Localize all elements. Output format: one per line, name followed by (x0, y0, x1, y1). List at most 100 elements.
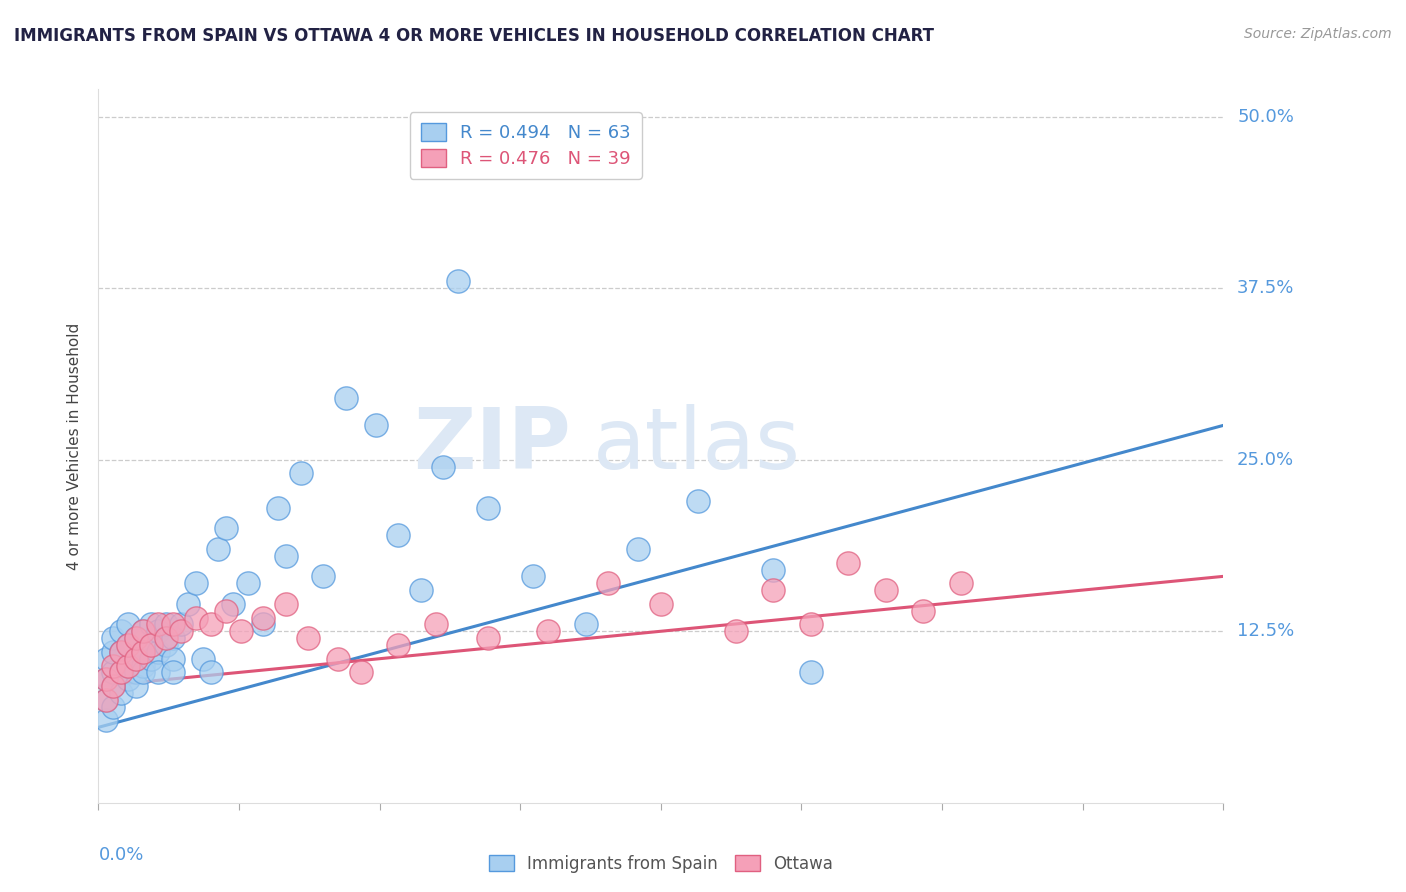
Point (94, 651, 117, 665)
Point (162, 651, 184, 665)
Point (350, 665, 373, 680)
Point (110, 686, 132, 700)
Point (200, 665, 222, 680)
Point (688, 494, 710, 508)
Point (110, 624, 132, 639)
Point (200, 617, 222, 632)
Point (148, 645, 170, 659)
Point (110, 645, 132, 659)
Point (364, 418, 387, 433)
Point (477, 631, 499, 645)
Point (328, 651, 350, 665)
Point (800, 665, 823, 680)
Point (290, 467, 312, 481)
Point (94, 673, 117, 687)
Point (94, 673, 117, 687)
Point (94, 714, 117, 728)
Text: IMMIGRANTS FROM SPAIN VS OTTAWA 4 OR MORE VEHICLES IN HOUSEHOLD CORRELATION CHAR: IMMIGRANTS FROM SPAIN VS OTTAWA 4 OR MOR… (14, 27, 934, 45)
Point (274, 549, 297, 563)
Point (267, 500, 290, 515)
Point (132, 624, 155, 639)
Point (125, 651, 148, 665)
Text: 37.5%: 37.5% (1237, 279, 1295, 297)
Point (117, 617, 139, 632)
Y-axis label: 4 or more Vehicles in Household: 4 or more Vehicles in Household (67, 322, 83, 570)
Point (238, 576, 260, 591)
Point (252, 610, 274, 624)
Point (335, 391, 357, 405)
Point (103, 645, 125, 659)
Point (110, 665, 132, 680)
Point (139, 638, 162, 652)
Text: ZIP: ZIP (413, 404, 571, 488)
Point (117, 638, 139, 652)
Text: 0.0%: 0.0% (98, 846, 143, 863)
Text: atlas: atlas (593, 404, 801, 488)
Point (110, 645, 132, 659)
Point (627, 541, 650, 556)
Point (837, 556, 859, 570)
Point (447, 274, 470, 288)
Point (103, 699, 125, 714)
Point (162, 631, 184, 645)
Point (139, 638, 162, 652)
Point (297, 631, 319, 645)
Point (215, 521, 238, 535)
Legend: Immigrants from Spain, Ottawa: Immigrants from Spain, Ottawa (482, 848, 839, 880)
Point (184, 610, 207, 624)
Point (125, 631, 148, 645)
Point (177, 597, 200, 611)
Point (598, 576, 620, 591)
Point (387, 638, 409, 652)
Point (162, 617, 184, 632)
Point (215, 604, 238, 618)
Point (103, 665, 125, 680)
Point (207, 541, 229, 556)
Legend: R = 0.494   N = 63, R = 0.476   N = 39: R = 0.494 N = 63, R = 0.476 N = 39 (409, 112, 643, 179)
Point (132, 645, 155, 659)
Point (117, 638, 139, 652)
Point (762, 562, 785, 576)
Point (117, 658, 139, 673)
Point (125, 631, 148, 645)
Point (312, 569, 335, 583)
Point (477, 500, 499, 515)
Point (222, 597, 245, 611)
Point (125, 665, 148, 680)
Text: 50.0%: 50.0% (1237, 108, 1294, 126)
Text: 12.5%: 12.5% (1237, 623, 1295, 640)
Point (110, 665, 132, 680)
Point (425, 617, 447, 632)
Point (125, 651, 148, 665)
Point (155, 617, 177, 632)
Point (132, 658, 155, 673)
Point (139, 651, 162, 665)
Point (155, 638, 177, 652)
Point (132, 645, 155, 659)
Point (117, 673, 139, 687)
Point (155, 631, 177, 645)
Point (184, 576, 207, 591)
Point (522, 569, 544, 583)
Point (193, 651, 215, 665)
Point (170, 617, 193, 632)
Text: Source: ZipAtlas.com: Source: ZipAtlas.com (1244, 27, 1392, 41)
Point (103, 679, 125, 693)
Point (229, 624, 252, 639)
Point (132, 665, 155, 680)
Point (274, 597, 297, 611)
Point (162, 665, 184, 680)
Point (103, 658, 125, 673)
Text: 25.0%: 25.0% (1237, 450, 1295, 468)
Point (650, 597, 672, 611)
Point (148, 665, 170, 680)
Point (432, 459, 454, 474)
Point (875, 583, 897, 598)
Point (575, 617, 598, 632)
Point (148, 617, 170, 632)
Point (148, 624, 170, 639)
Point (912, 604, 935, 618)
Point (762, 583, 785, 598)
Point (409, 583, 432, 598)
Point (117, 658, 139, 673)
